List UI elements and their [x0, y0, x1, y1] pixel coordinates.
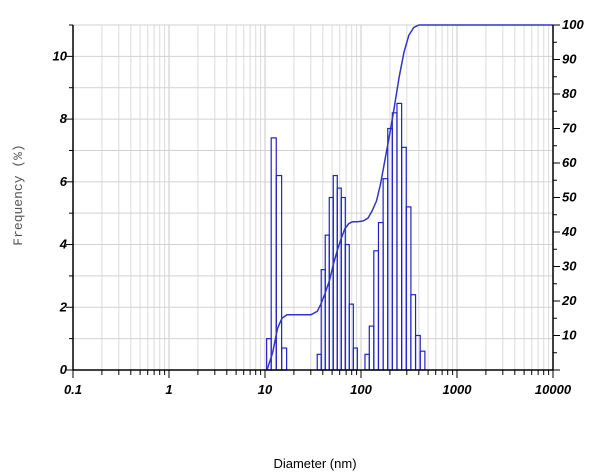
- x-axis-title: Diameter (nm): [273, 456, 356, 471]
- y-tick-label: 10: [53, 48, 68, 63]
- y2-tick-label: 80: [562, 86, 577, 101]
- frequency-bar: [396, 102, 403, 371]
- y-tick-label: 4: [59, 237, 68, 252]
- x-tick-label: 0.1: [64, 382, 82, 397]
- x-tick-label: 10000: [535, 382, 572, 397]
- grid-lines: [72, 24, 553, 370]
- frequency-bar: [391, 112, 398, 371]
- frequency-bar: [340, 196, 346, 371]
- cumulative-curve-layer: [266, 24, 553, 371]
- x-tick-label: 1000: [443, 382, 473, 397]
- y-tick-label: 0: [60, 362, 68, 377]
- y2-tick-label: 100: [562, 17, 584, 32]
- y-axis-title: Frequency (%): [11, 144, 26, 245]
- frequency-bar: [419, 350, 426, 371]
- frequency-bar: [401, 146, 407, 371]
- cumulative-curve: [266, 24, 553, 371]
- frequency-bar: [373, 250, 380, 371]
- frequency-bar: [275, 174, 283, 371]
- x-tick-label: 100: [350, 382, 372, 397]
- frequency-bar: [382, 178, 389, 371]
- x-tick-label: 10: [258, 382, 273, 397]
- frequency-bar: [364, 353, 370, 371]
- frequency-bar: [324, 234, 330, 371]
- y-tick-label: 6: [60, 174, 68, 189]
- y2-tick-label: 60: [562, 155, 577, 170]
- frequency-bar: [281, 347, 288, 371]
- y2-tick-label: 10: [562, 328, 577, 343]
- y2-tick-label: 40: [561, 224, 577, 239]
- tick-labels: 0.1 1 10 100 1000 10000 0 2 4 6 8 10 10 20 30 40 50 60 70 8…: [53, 17, 585, 397]
- frequency-bar: [414, 334, 421, 371]
- y-tick-label: 2: [59, 299, 68, 314]
- axes: [66, 24, 560, 378]
- y2-tick-label: 70: [562, 121, 577, 136]
- frequency-bar: [332, 174, 338, 371]
- y-tick-label: 8: [60, 111, 68, 126]
- y2-tick-label: 50: [562, 190, 577, 205]
- frequency-bar: [410, 294, 417, 371]
- y2-tick-label: 90: [562, 52, 577, 67]
- frequency-bar: [368, 325, 375, 371]
- y2-tick-label: 30: [562, 259, 577, 274]
- y2-tick-label: 20: [561, 293, 577, 308]
- x-tick-label: 1: [165, 382, 172, 397]
